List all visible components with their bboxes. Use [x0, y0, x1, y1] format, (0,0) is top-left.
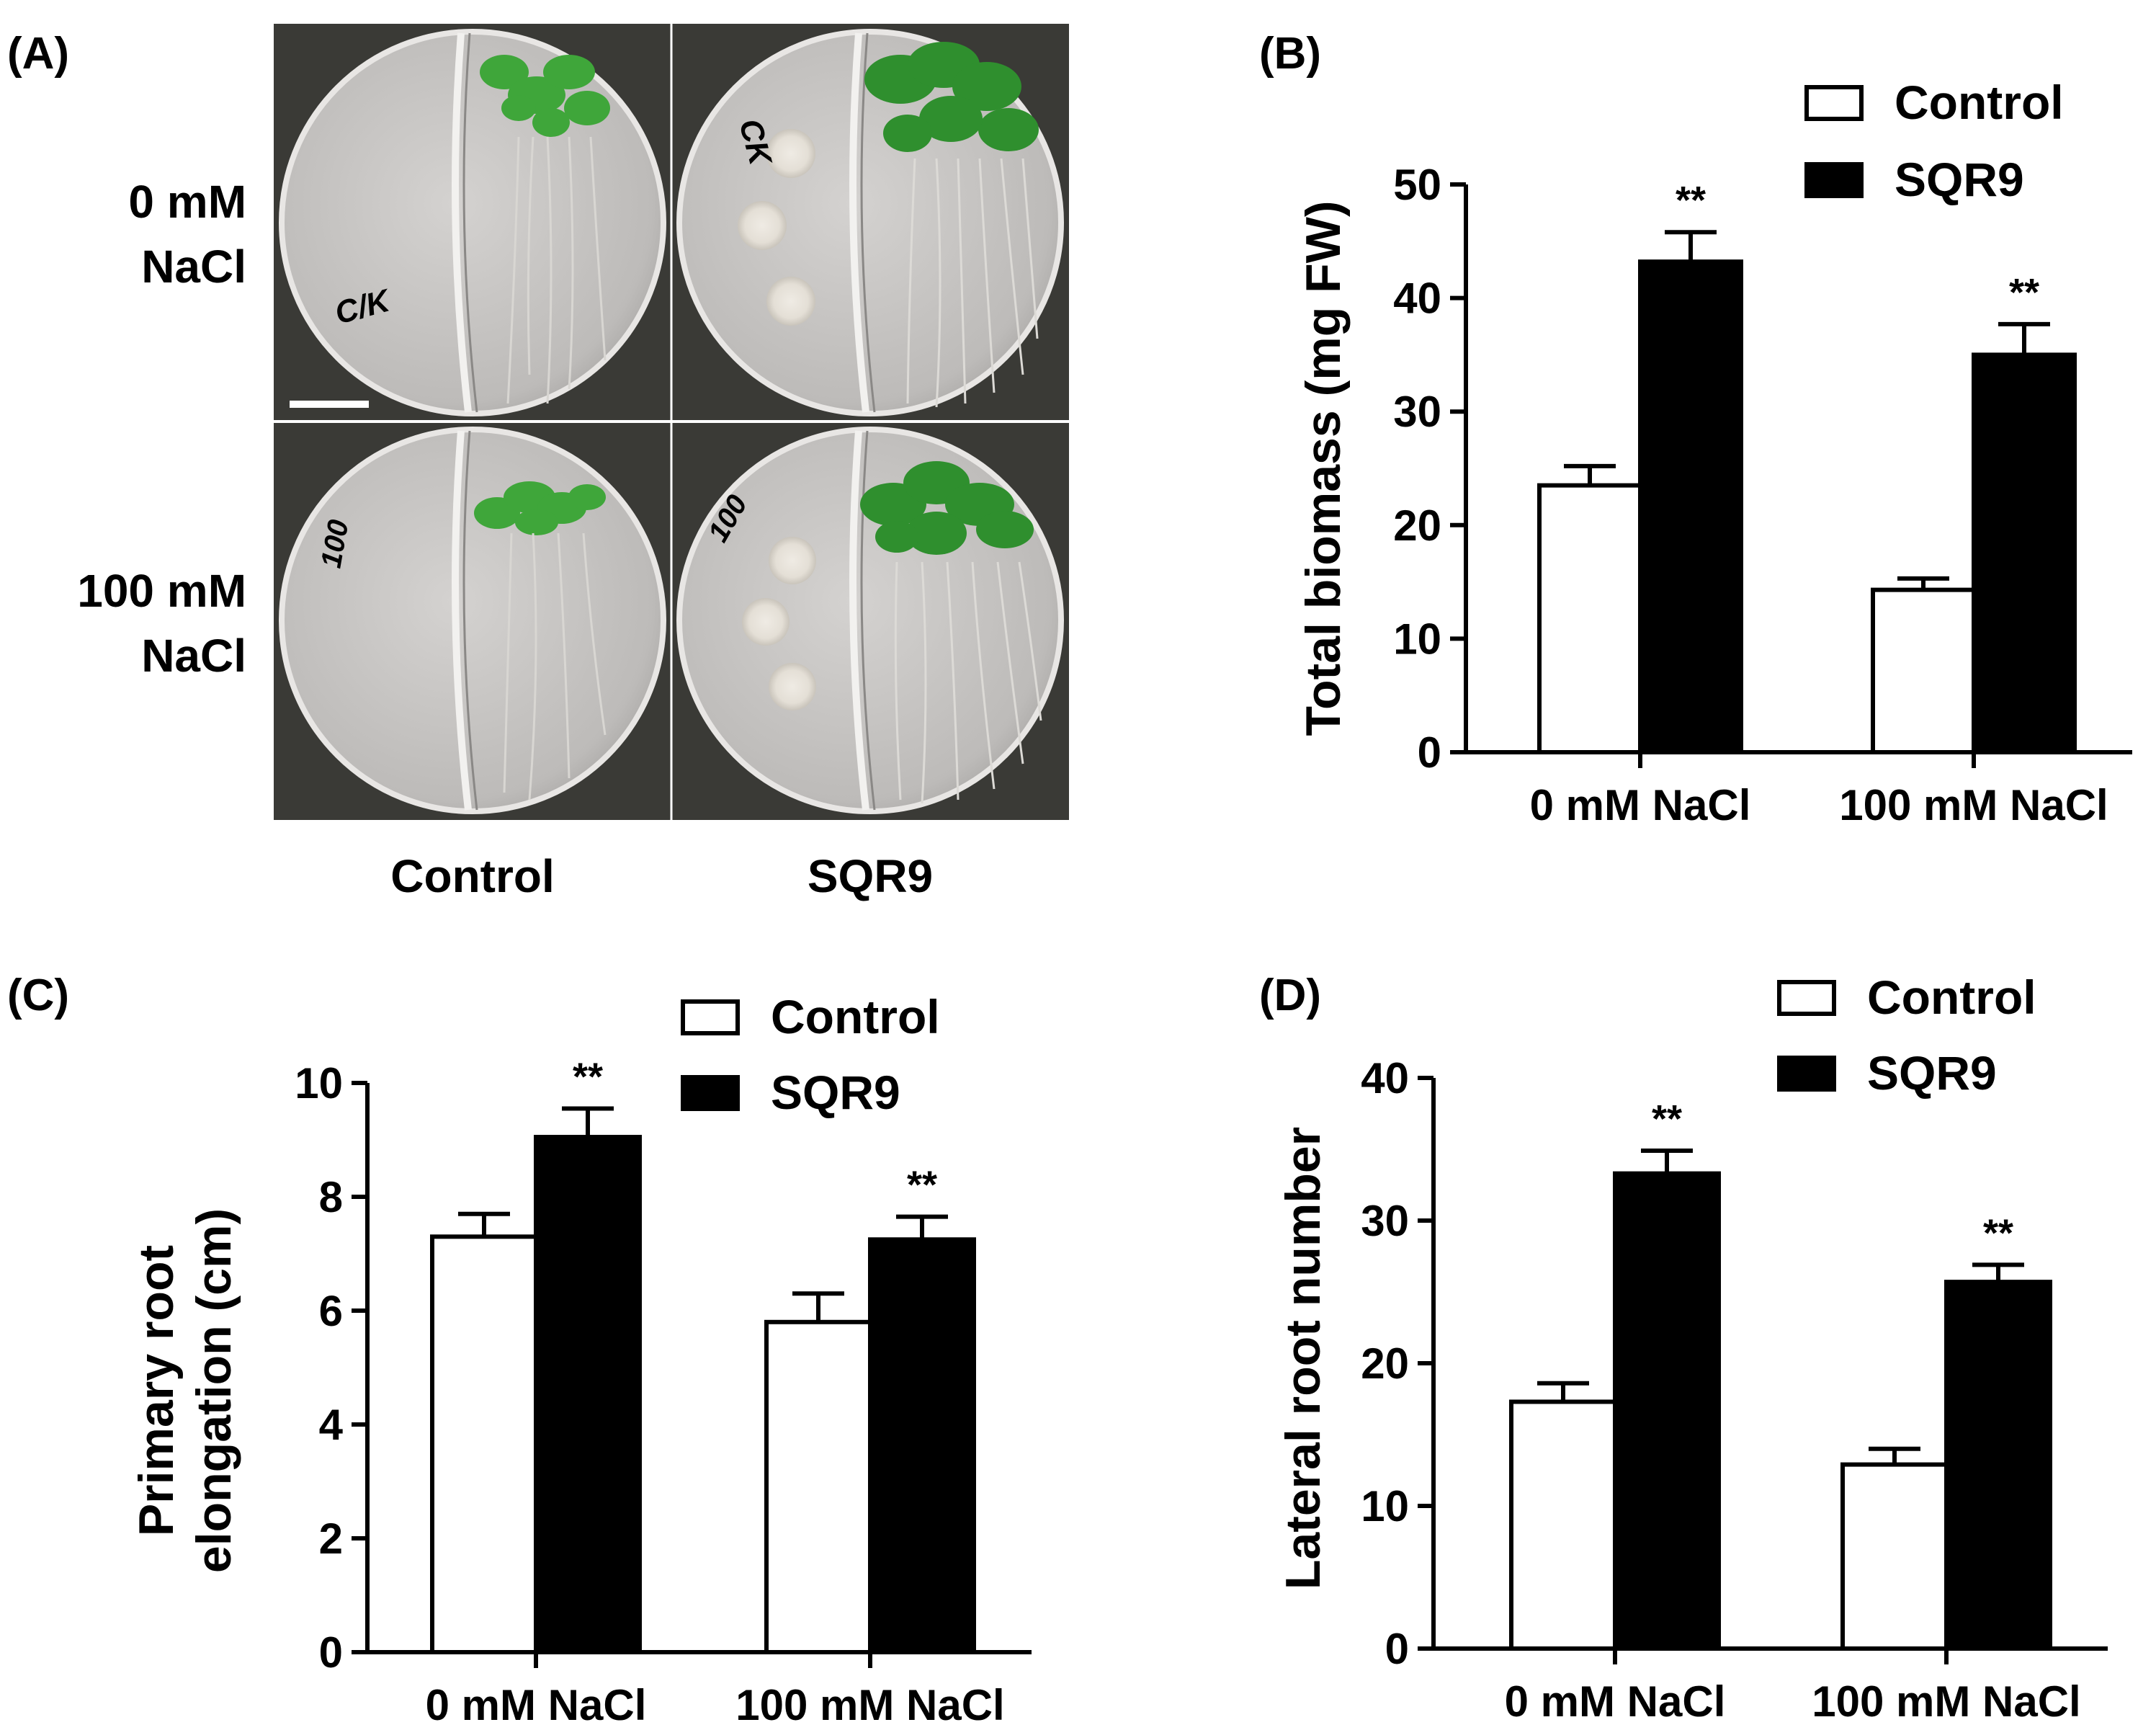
seedling-sqr9-100mm [860, 461, 1034, 555]
chart-d-bar [1944, 1280, 2052, 1651]
chart-b-x-tick-label: 100 mM NaCl [1839, 781, 2108, 829]
roots-sqr9-100mm [894, 561, 1042, 804]
chart-c-y-tick-label: 4 [319, 1401, 344, 1449]
chart-c-y-tick-label: 2 [319, 1515, 343, 1563]
chart-b-y-tick-label: 0 [1418, 728, 1441, 777]
row-label-100mm: 100 mM NaCl [77, 565, 246, 682]
chart-c-legend-label: Control [771, 990, 940, 1043]
chart-c-bar [868, 1237, 976, 1654]
chart-b-significance-label: ** [1676, 179, 1706, 222]
chart-d-legend-swatch [1777, 1056, 1836, 1092]
chart-c-ylabel-line2: elongation (cm) [187, 1208, 241, 1573]
chart-c-x-tick-label: 0 mM NaCl [426, 1681, 647, 1729]
chart-c-primary-root: (C) Primary root elongation (cm) 0 2 4 6 8 10… [7, 971, 1032, 1729]
chart-c-legend-swatch [681, 999, 740, 1035]
roots-control-0mm [506, 136, 607, 404]
panel-a-label: (A) [7, 29, 69, 79]
chart-b-significance-label: ** [2009, 271, 2039, 314]
chart-d-bar [1509, 1399, 1617, 1651]
chart-d-y-tick-label: 10 [1361, 1482, 1409, 1530]
chart-d-lateral-root: (D) Lateral root number 0 10 20 30 40 0 mM Na… [1259, 971, 2108, 1726]
seedling-sqr9-0mm [864, 42, 1039, 152]
chart-c-legend-label: SQR9 [771, 1066, 900, 1119]
panel-a-plate-photos: (A) 0 mM NaCl 100 mM NaCl [7, 24, 1069, 902]
chart-b-bar [1638, 259, 1743, 754]
chart-b-bar [1537, 483, 1642, 754]
chart-b-legend: Control SQR9 [1804, 76, 2064, 206]
chart-c-bar [430, 1234, 538, 1655]
chart-b-y-tick-label: 50 [1393, 161, 1441, 209]
chart-d-legend-swatch [1777, 980, 1836, 1016]
column-label-sqr9: SQR9 [808, 850, 933, 902]
chart-b-x-tick-label: 0 mM NaCl [1530, 781, 1751, 829]
chart-c-x-tick-label: 100 mM NaCl [735, 1681, 1004, 1729]
chart-d-y-tick-label: 40 [1361, 1054, 1409, 1102]
roots-control-100mm [503, 532, 607, 801]
chart-c-significance-label: ** [907, 1164, 937, 1207]
chart-b-y-tick-label: 20 [1393, 501, 1441, 550]
chart-d-x-tick-label: 100 mM NaCl [1812, 1677, 2080, 1726]
bacterial-colonies-100mm [742, 537, 816, 710]
plate-control-100mm: 100 [279, 427, 666, 814]
chart-c-bar [534, 1135, 642, 1655]
chart-c-bar [764, 1319, 872, 1655]
chart-d-x-tick-label: 0 mM NaCl [1505, 1677, 1726, 1726]
row-label-0mm: 0 mM NaCl [128, 176, 246, 293]
chart-d-y-tick-label: 20 [1361, 1339, 1409, 1388]
chart-b-legend-swatch [1804, 85, 1864, 121]
chart-c-panel-label: (C) [7, 971, 69, 1020]
chart-c-legend: Control SQR9 [681, 990, 940, 1119]
chart-c-y-tick-label: 6 [319, 1287, 343, 1335]
chart-d-panel-label: (D) [1259, 971, 1321, 1020]
chart-c-y-tick-label: 8 [319, 1173, 343, 1221]
chart-b-bar [1972, 352, 2077, 754]
chart-b-bars: ** ** [1537, 179, 2077, 755]
chart-d-significance-label: ** [1983, 1211, 2013, 1254]
chart-c-ylabel-line1: Primary root [129, 1245, 184, 1536]
bacterial-colonies-0mm [738, 129, 815, 326]
chart-b-legend-label: SQR9 [1895, 153, 2024, 206]
plate-sqr9-100mm: 100 [676, 427, 1064, 814]
chart-b-legend-label: Control [1895, 76, 2064, 129]
plate-sqr9-0mm: CK [676, 29, 1064, 416]
chart-b-legend-swatch [1804, 162, 1864, 198]
chart-c-y-tick-label: 10 [295, 1059, 343, 1107]
chart-d-bar [1840, 1462, 1949, 1651]
seedling-control-100mm [474, 481, 606, 535]
chart-c-bars: ** ** [430, 1056, 976, 1655]
chart-d-significance-label: ** [1652, 1097, 1682, 1141]
column-label-control: Control [390, 850, 555, 902]
chart-b-ylabel: Total biomass (mg FW) [1296, 201, 1351, 736]
chart-b-panel-label: (B) [1259, 29, 1321, 79]
chart-d-y-tick-label: 0 [1385, 1625, 1409, 1673]
chart-b-bar [1871, 587, 1976, 755]
chart-d-bars: ** ** [1509, 1097, 2052, 1651]
chart-d-bar [1613, 1171, 1721, 1651]
row-label-0mm-line1: 0 mM [128, 176, 246, 228]
chart-c-y-tick-label: 0 [319, 1628, 343, 1677]
roots-sqr9-0mm [906, 158, 1039, 408]
seedling-control-0mm [480, 55, 610, 137]
chart-c-significance-label: ** [573, 1056, 603, 1099]
row-label-100mm-line2: NaCl [141, 630, 246, 682]
scale-bar [290, 401, 369, 408]
chart-b-y-tick-label: 10 [1393, 615, 1441, 663]
chart-d-ylabel: Lateral root number [1276, 1127, 1330, 1589]
chart-b-y-tick-label: 40 [1393, 275, 1441, 323]
chart-d-legend-label: Control [1867, 971, 2036, 1024]
chart-c-legend-swatch [681, 1075, 740, 1111]
chart-d-y-tick-label: 30 [1361, 1197, 1409, 1245]
chart-b-y-tick-label: 30 [1393, 388, 1441, 436]
row-label-100mm-line1: 100 mM [77, 565, 246, 617]
row-label-0mm-line2: NaCl [141, 241, 246, 293]
plate-control-0mm: C/K [279, 29, 666, 416]
chart-d-legend: Control SQR9 [1777, 971, 2036, 1100]
chart-b-total-biomass: (B) Total biomass (mg FW) 0 10 20 30 40 50 0 m… [1259, 29, 2132, 829]
chart-d-legend-label: SQR9 [1867, 1046, 1997, 1100]
